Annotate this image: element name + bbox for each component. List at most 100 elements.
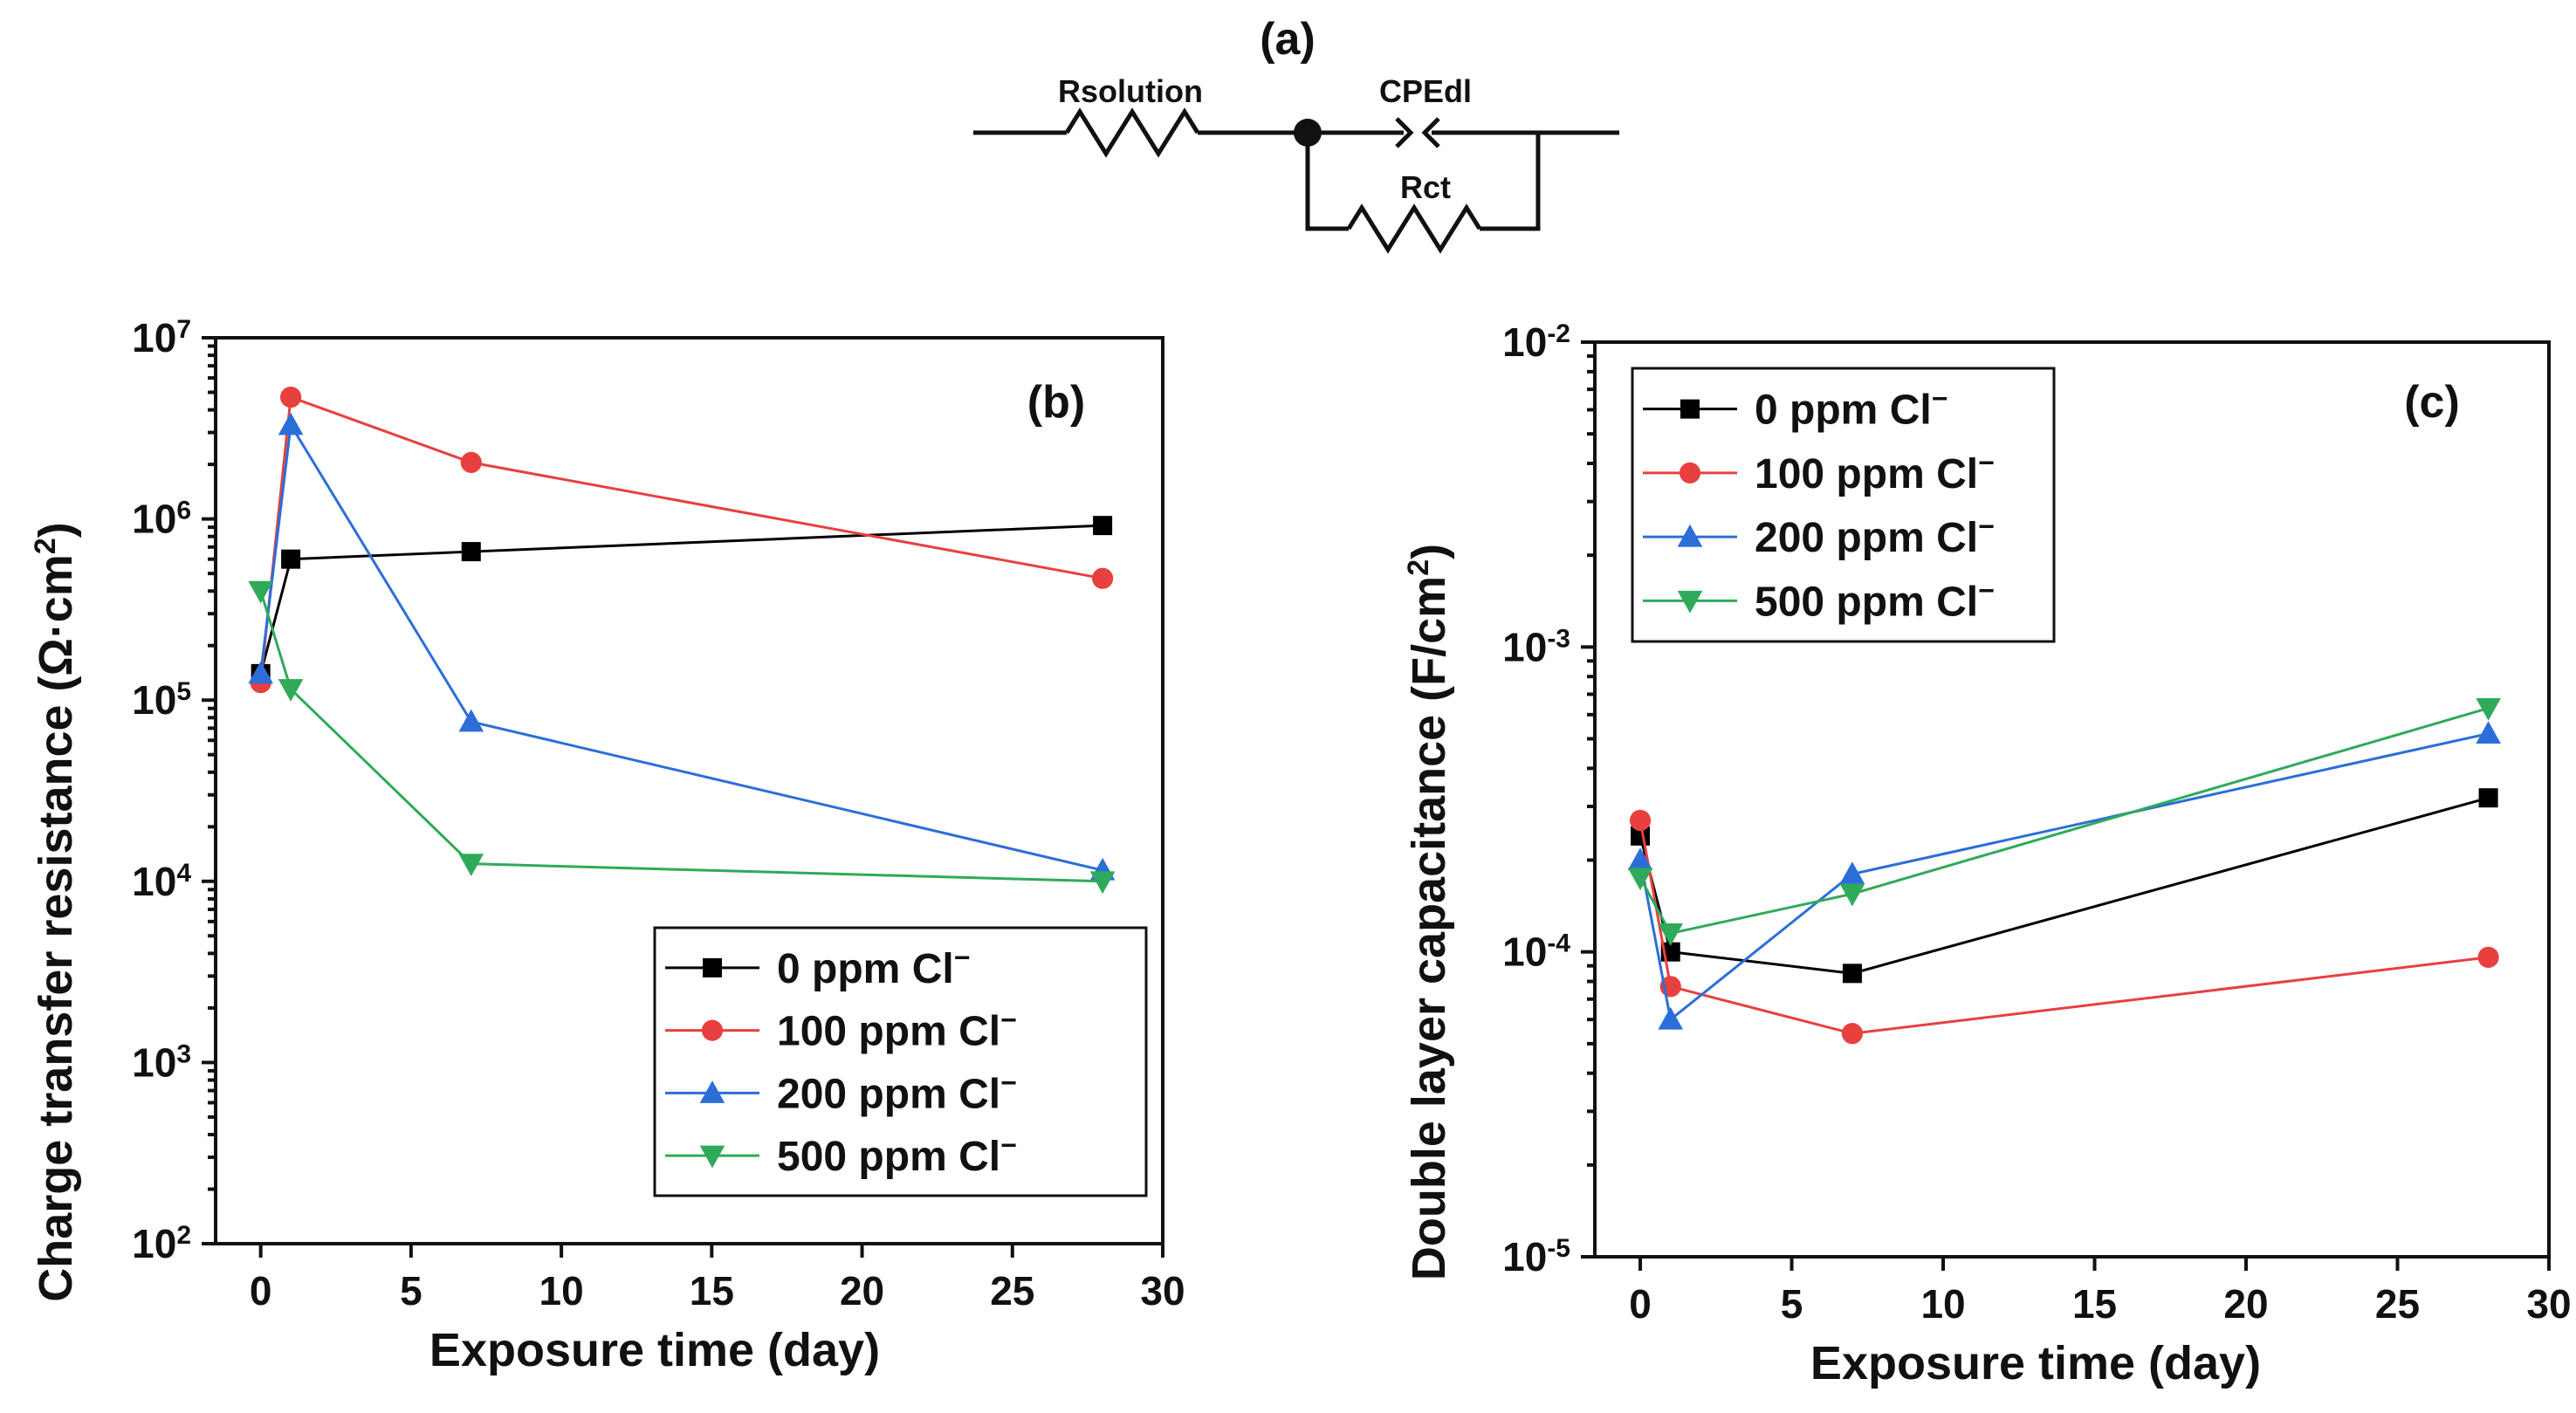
chart-c-x-tick-label: 0	[1629, 1281, 1652, 1327]
chart-c-data-point	[1627, 868, 1653, 891]
chart-b-y-tick-label: 107	[132, 315, 191, 361]
chart-b-data-point	[460, 451, 482, 473]
chart-b-series-line-0	[259, 524, 1103, 675]
chart-c-legend-box	[1631, 367, 2056, 643]
circuit-panel-label: (a)	[1260, 14, 1315, 65]
chart-c-data-point	[1658, 923, 1684, 946]
chart-c-data-point	[1839, 861, 1865, 884]
chart-c-legend-marker	[1680, 399, 1700, 419]
chart-c-y-tick-label: 10-2	[1502, 319, 1570, 366]
chart-b-x-tick-label: 15	[690, 1268, 734, 1314]
chart-b-series-line-2	[259, 421, 1103, 872]
chart-b-legend-label: 200 ppm Cl−	[777, 1067, 1017, 1117]
chart-b-series-line-1	[259, 395, 1103, 683]
chart-c-legend-label: 200 ppm Cl−	[1755, 511, 1995, 561]
chart-b-legend-label: 500 ppm Cl−	[777, 1129, 1017, 1180]
chart-c-data-point	[2478, 788, 2498, 808]
chart-c-data-point	[2476, 697, 2501, 721]
rct-branch-wire-right	[1480, 133, 1541, 231]
chart-c-data-point	[1658, 1006, 1684, 1030]
chart-c-legend-label: 0 ppm Cl−	[1755, 383, 1947, 434]
cpe-label: CPEdl	[1379, 73, 1472, 109]
chart-c-data-point	[1627, 847, 1653, 870]
charge-transfer-resistance-chart: (b) Exposure time (day) Charge transfer …	[29, 315, 1185, 1377]
chart-c-data-point	[1839, 883, 1865, 907]
chart-c-series-line-2	[1638, 732, 2489, 1022]
chart-c-x-tick-label: 20	[2223, 1281, 2268, 1327]
chart-b-data-point	[458, 854, 484, 876]
chart-b-x-tick-label: 30	[1140, 1268, 1185, 1314]
chart-b-legend-box	[653, 926, 1148, 1197]
chart-c-legend: 0 ppm Cl− 100 ppm Cl− 200 ppm Cl− 500 ppm C…	[1631, 367, 2056, 643]
chart-c-y-tick-label: 10-5	[1502, 1234, 1570, 1280]
chart-c-x-tick-label: 10	[1920, 1281, 1965, 1327]
chart-b-panel-label: (b)	[1027, 377, 1085, 428]
chart-b-plot-frame	[214, 336, 1164, 1245]
chart-b-x-axis-title: Exposure time (day)	[429, 1324, 880, 1376]
chart-c-y-tick-label: 10-3	[1502, 624, 1570, 670]
chart-b-x-tick-label: 10	[539, 1268, 584, 1314]
chart-c-data-point	[1629, 809, 1652, 832]
chart-c-y-axis-title-main: Double layer capacitance (F/cm	[1403, 576, 1455, 1280]
chart-c-data-point	[2476, 721, 2501, 744]
chart-c-data-point	[2477, 946, 2499, 968]
chart-b-data-point	[1089, 871, 1116, 895]
chart-b-x-tick-label: 0	[250, 1268, 272, 1314]
chart-b-data-point	[248, 580, 273, 604]
chart-b-data-point	[248, 661, 273, 684]
chart-c-legend-label: 100 ppm Cl−	[1755, 447, 1995, 497]
rsolution-label: Rsolution	[1058, 73, 1203, 109]
rsolution-resistor	[1064, 107, 1200, 158]
chart-b-y-tick-label: 104	[132, 858, 191, 904]
chart-c-plot-frame	[1593, 340, 2551, 1259]
rct-label: Rct	[1400, 169, 1451, 205]
chart-b-legend-label: 0 ppm Cl−	[777, 942, 970, 992]
chart-b-y-tick-label: 105	[132, 677, 191, 724]
chart-c-x-tick-label: 30	[2526, 1281, 2571, 1327]
chart-b-x-tick-label: 5	[400, 1268, 422, 1314]
chart-c-legend-marker	[1679, 462, 1701, 484]
chart-c-data-point	[1841, 1023, 1864, 1045]
chart-c-x-tick-label: 25	[2375, 1281, 2420, 1327]
chart-b-y-axis-title: Charge transfer resistance (Ω·cm2)	[29, 522, 82, 1302]
chart-b-data-point	[278, 679, 304, 702]
chart-b-y-axis-title-main: Charge transfer resistance (Ω·cm	[30, 554, 82, 1302]
chart-c-y-tick-label: 10-4	[1502, 929, 1570, 975]
chart-c-x-axis-title: Exposure time (day)	[1810, 1337, 2261, 1389]
chart-b-y-tick-label: 102	[132, 1221, 191, 1267]
chart-c-legend-label: 500 ppm Cl−	[1755, 574, 1995, 625]
chart-b-x-tick-label: 20	[840, 1268, 884, 1314]
chart-b-data-point	[281, 549, 301, 569]
chart-b-y-tick-label: 103	[132, 1039, 191, 1086]
chart-b-series-line-3	[259, 590, 1103, 883]
chart-b-data-point	[461, 542, 481, 562]
cpe-element-right	[1421, 117, 1440, 148]
chart-c-series-line-3	[1638, 706, 2490, 936]
chart-c-y-axis-title: Double layer capacitance (F/cm2)	[1402, 544, 1455, 1280]
chart-b-y-axis-title-sup: 2	[29, 538, 62, 554]
chart-b-data-point	[1092, 567, 1114, 589]
chart-b-x-tick-label: 25	[990, 1268, 1034, 1314]
chart-b-data-point	[278, 412, 304, 436]
chart-b-data-point	[458, 709, 484, 732]
chart-b-y-axis-title-end: )	[30, 522, 82, 538]
double-layer-capacitance-chart: (c) Exposure time (day) Double layer cap…	[1402, 319, 2572, 1390]
chart-c-series-line-1	[1638, 820, 2489, 1035]
chart-b-legend-marker	[701, 1019, 724, 1041]
chart-b-y-tick-label: 106	[132, 496, 191, 542]
chart-b-legend-marker	[699, 1080, 725, 1103]
chart-b-data-point	[280, 386, 302, 408]
chart-c-data-point	[1842, 964, 1862, 984]
chart-c-x-tick-label: 5	[1781, 1281, 1803, 1327]
chart-c-x-tick-label: 15	[2072, 1281, 2117, 1327]
chart-b-legend-label: 100 ppm Cl−	[777, 1005, 1017, 1055]
chart-c-series-line-0	[1638, 796, 2490, 975]
chart-b-legend: 0 ppm Cl− 100 ppm Cl− 200 ppm Cl− 500 ppm C…	[653, 926, 1148, 1197]
chart-b-data-point	[1093, 516, 1113, 536]
rct-resistor	[1346, 203, 1482, 254]
rct-branch-wire	[1305, 133, 1349, 231]
chart-c-y-axis-title-end: )	[1403, 544, 1455, 559]
chart-b-legend-marker	[703, 957, 722, 977]
chart-b-legend-marker	[699, 1145, 725, 1169]
